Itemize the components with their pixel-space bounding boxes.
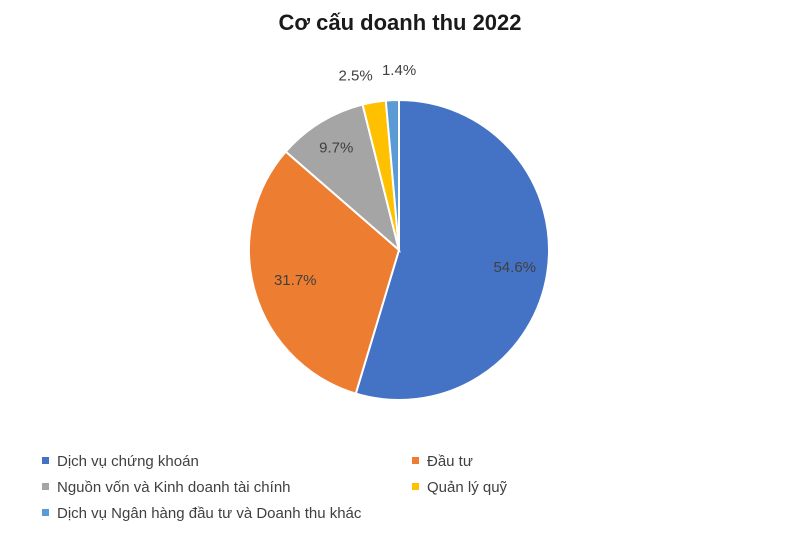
- slice-label: 9.7%: [319, 140, 353, 157]
- legend-label: Quản lý quỹ: [427, 479, 508, 496]
- pie-slice: [354, 98, 550, 401]
- pie-slice: [384, 98, 400, 251]
- legend-item: Đầu tư: [412, 453, 473, 470]
- legend-label: Dịch vụ chứng khoán: [57, 453, 199, 470]
- legend-item: Dịch vụ Ngân hàng đầu tư và Doanh thu kh…: [42, 505, 361, 522]
- legend-label: Đầu tư: [427, 453, 473, 470]
- slice-label: 31.7%: [274, 272, 317, 289]
- legend-item: Dịch vụ chứng khoán: [42, 453, 199, 470]
- legend-label: Nguồn vốn và Kinh doanh tài chính: [57, 479, 291, 496]
- legend-swatch: [42, 482, 49, 490]
- legend-swatch: [412, 456, 419, 464]
- slice-label: 1.4%: [382, 62, 416, 79]
- legend-swatch: [412, 482, 419, 490]
- slice-label: 2.5%: [339, 67, 373, 84]
- legend-label: Dịch vụ Ngân hàng đầu tư và Doanh thu kh…: [57, 505, 362, 522]
- chart-title: Cơ cấu doanh thu 2022: [278, 10, 522, 35]
- legend-item: Nguồn vốn và Kinh doanh tài chính: [42, 479, 291, 496]
- legend-swatch: [42, 508, 49, 516]
- legend-item: Quản lý quỹ: [412, 479, 507, 496]
- slice-label: 54.6%: [493, 259, 536, 276]
- legend-swatch: [42, 456, 49, 464]
- pie-slice: [248, 150, 401, 395]
